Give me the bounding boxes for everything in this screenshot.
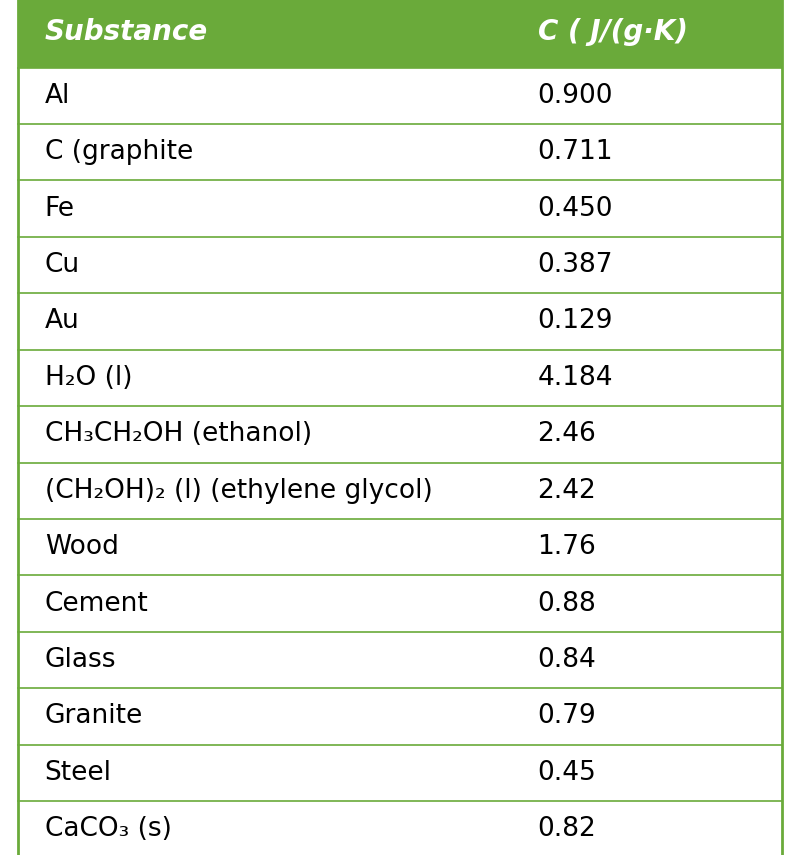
Bar (18, 237, 782, 293)
Text: C ( J/(g·K): C ( J/(g·K) (538, 19, 687, 46)
Bar (18, 519, 782, 575)
Bar (18, 124, 782, 180)
Bar (18, 575, 782, 632)
Bar (18, 350, 782, 406)
Text: Cement: Cement (45, 591, 149, 616)
Bar (18, 406, 782, 463)
Text: Fe: Fe (45, 196, 74, 221)
Text: 0.711: 0.711 (538, 139, 613, 165)
Text: 0.82: 0.82 (538, 817, 596, 842)
Text: 1.76: 1.76 (538, 534, 596, 560)
Bar (18, 68, 782, 124)
Text: Al: Al (45, 83, 70, 109)
Text: 0.79: 0.79 (538, 704, 596, 729)
Text: Au: Au (45, 309, 79, 334)
Text: CaCO₃ (s): CaCO₃ (s) (45, 817, 172, 842)
Text: H₂O (l): H₂O (l) (45, 365, 132, 391)
Text: C (graphite: C (graphite (45, 139, 193, 165)
Text: (CH₂OH)₂ (l) (ethylene glycol): (CH₂OH)₂ (l) (ethylene glycol) (45, 478, 433, 504)
Text: 0.450: 0.450 (538, 196, 613, 221)
Bar (18, 180, 782, 237)
Text: 2.42: 2.42 (538, 478, 596, 504)
Bar (18, 745, 782, 801)
Text: 0.129: 0.129 (538, 309, 613, 334)
Text: 0.387: 0.387 (538, 252, 613, 278)
Text: 0.88: 0.88 (538, 591, 596, 616)
Text: Substance: Substance (45, 19, 208, 46)
Text: CH₃CH₂OH (ethanol): CH₃CH₂OH (ethanol) (45, 422, 312, 447)
Bar (18, 293, 782, 350)
Text: Wood: Wood (45, 534, 118, 560)
Bar (18, 632, 782, 688)
Bar (18, 688, 782, 745)
Bar (18, 801, 782, 855)
Text: Steel: Steel (45, 760, 112, 786)
Text: Glass: Glass (45, 647, 116, 673)
Text: 0.900: 0.900 (538, 83, 613, 109)
Text: 0.45: 0.45 (538, 760, 596, 786)
Text: Cu: Cu (45, 252, 80, 278)
Text: 4.184: 4.184 (538, 365, 613, 391)
Text: 0.84: 0.84 (538, 647, 596, 673)
Text: Granite: Granite (45, 704, 143, 729)
Text: 2.46: 2.46 (538, 422, 596, 447)
Bar (18, 0, 782, 68)
Bar (18, 463, 782, 519)
